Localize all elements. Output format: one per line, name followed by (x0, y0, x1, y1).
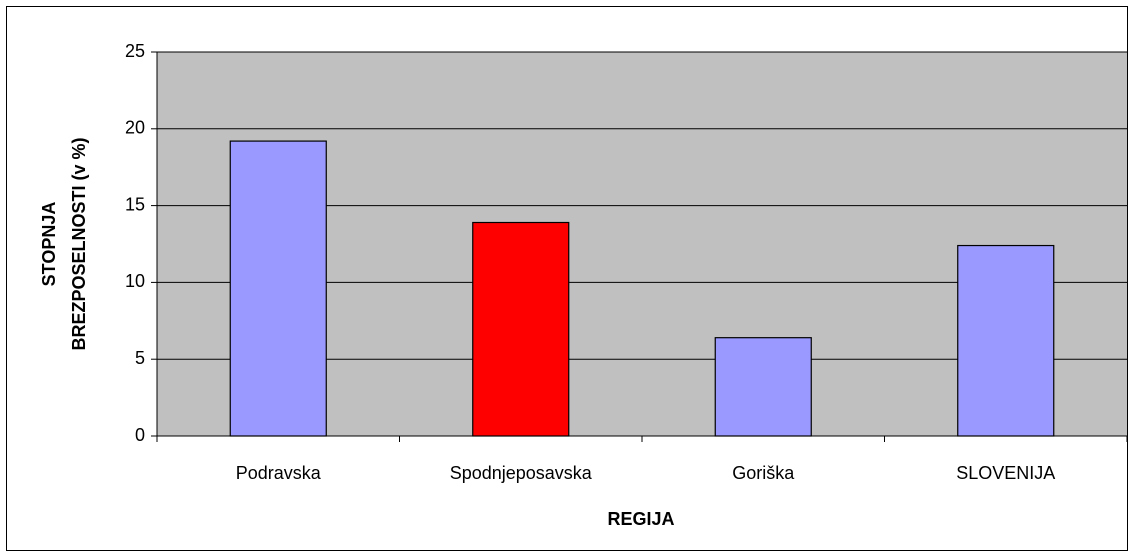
bar (714, 337, 812, 437)
y-axis-label: BREZPOSELNOSTI (v %) (69, 137, 89, 350)
x-axis-label: REGIJA (607, 509, 674, 529)
bar (957, 244, 1055, 437)
y-axis-label: STOPNJA (39, 202, 59, 287)
y-tick-label: 20 (125, 118, 145, 138)
y-tick-label: 25 (125, 41, 145, 61)
y-tick-label: 0 (135, 425, 145, 445)
x-tick-label: Goriška (732, 463, 795, 483)
x-tick-label: Podravska (236, 463, 322, 483)
y-tick-label: 10 (125, 271, 145, 291)
x-tick-label: Spodnjeposavska (450, 463, 593, 483)
bar (229, 140, 327, 437)
x-tick-label: SLOVENIJA (956, 463, 1055, 483)
bar (472, 221, 570, 437)
y-tick-label: 15 (125, 194, 145, 214)
y-tick-label: 5 (135, 348, 145, 368)
